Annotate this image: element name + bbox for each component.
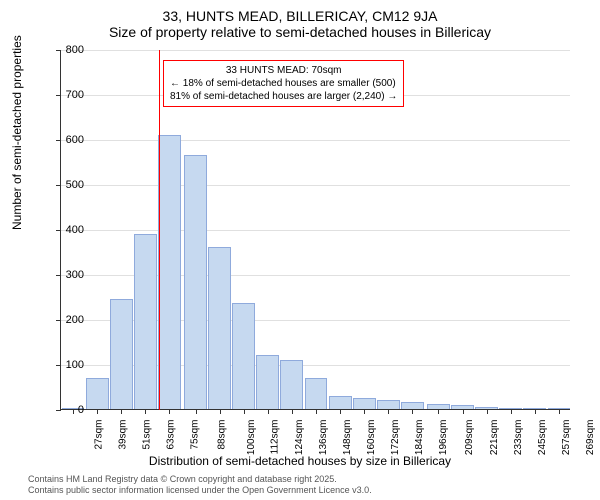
histogram-bar xyxy=(377,400,400,409)
histogram-bar xyxy=(401,402,424,409)
plot-area: 33 HUNTS MEAD: 70sqm← 18% of semi-detach… xyxy=(60,50,570,410)
xtick-mark xyxy=(220,409,221,414)
annotation-line: ← 18% of semi-detached houses are smalle… xyxy=(170,77,397,90)
histogram-bar xyxy=(256,355,279,409)
histogram-bar xyxy=(158,135,181,410)
xtick-mark xyxy=(463,409,464,414)
annotation-title: 33 HUNTS MEAD: 70sqm xyxy=(170,64,397,77)
xtick-mark xyxy=(340,409,341,414)
xtick-mark xyxy=(535,409,536,414)
xtick-label: 269sqm xyxy=(585,420,596,456)
xtick-label: 184sqm xyxy=(414,420,425,456)
ytick-label: 100 xyxy=(54,359,84,371)
footer-line1: Contains HM Land Registry data © Crown c… xyxy=(28,474,372,485)
xtick-mark xyxy=(364,409,365,414)
annotation-line: 81% of semi-detached houses are larger (… xyxy=(170,90,397,103)
xtick-label: 172sqm xyxy=(390,420,401,456)
chart-container: 33 HUNTS MEAD: 70sqm← 18% of semi-detach… xyxy=(60,50,570,410)
ytick-label: 700 xyxy=(54,89,84,101)
ytick-label: 200 xyxy=(54,314,84,326)
histogram-bar xyxy=(305,378,328,410)
histogram-bar xyxy=(86,378,109,410)
xtick-mark xyxy=(511,409,512,414)
xtick-mark xyxy=(388,409,389,414)
xtick-mark xyxy=(169,409,170,414)
property-marker-line xyxy=(159,50,160,410)
gridline xyxy=(61,140,570,141)
ytick-label: 800 xyxy=(54,44,84,56)
xtick-mark xyxy=(121,409,122,414)
xtick-label: 100sqm xyxy=(246,420,257,456)
histogram-bar xyxy=(134,234,157,410)
xtick-label: 160sqm xyxy=(366,420,377,456)
xtick-label: 88sqm xyxy=(216,420,227,450)
gridline xyxy=(61,230,570,231)
ytick-label: 500 xyxy=(54,179,84,191)
histogram-bar xyxy=(208,247,231,409)
gridline xyxy=(61,50,570,51)
histogram-bar xyxy=(184,155,207,409)
xtick-label: 148sqm xyxy=(342,420,353,456)
xtick-label: 221sqm xyxy=(489,420,500,456)
xtick-label: 196sqm xyxy=(438,420,449,456)
ytick-label: 600 xyxy=(54,134,84,146)
xtick-label: 124sqm xyxy=(294,420,305,456)
histogram-bar xyxy=(280,360,303,410)
xtick-label: 245sqm xyxy=(537,420,548,456)
histogram-bar xyxy=(329,396,352,410)
xtick-mark xyxy=(487,409,488,414)
xtick-label: 75sqm xyxy=(190,420,201,450)
ytick-label: 0 xyxy=(54,404,84,416)
xtick-label: 27sqm xyxy=(94,420,105,450)
xtick-mark xyxy=(145,409,146,414)
ytick-label: 400 xyxy=(54,224,84,236)
xtick-mark xyxy=(438,409,439,414)
title-sub: Size of property relative to semi-detach… xyxy=(0,24,600,44)
xtick-label: 39sqm xyxy=(118,420,129,450)
xtick-mark xyxy=(196,409,197,414)
xtick-label: 51sqm xyxy=(142,420,153,450)
xtick-mark xyxy=(559,409,560,414)
xtick-mark xyxy=(97,409,98,414)
xtick-mark xyxy=(292,409,293,414)
title-main: 33, HUNTS MEAD, BILLERICAY, CM12 9JA xyxy=(0,0,600,24)
y-axis-label: Number of semi-detached properties xyxy=(10,35,24,230)
histogram-bar xyxy=(353,398,376,409)
xtick-label: 233sqm xyxy=(513,420,524,456)
ytick-label: 300 xyxy=(54,269,84,281)
xtick-mark xyxy=(268,409,269,414)
xtick-label: 136sqm xyxy=(318,420,329,456)
xtick-mark xyxy=(316,409,317,414)
histogram-bar xyxy=(232,303,255,409)
xtick-mark xyxy=(244,409,245,414)
footer-line2: Contains public sector information licen… xyxy=(28,485,372,496)
histogram-bar xyxy=(110,299,133,409)
xtick-label: 209sqm xyxy=(465,420,476,456)
xtick-label: 63sqm xyxy=(166,420,177,450)
gridline xyxy=(61,185,570,186)
xtick-label: 257sqm xyxy=(561,420,572,456)
xtick-label: 112sqm xyxy=(269,420,280,455)
footer-attribution: Contains HM Land Registry data © Crown c… xyxy=(28,474,372,496)
x-axis-label: Distribution of semi-detached houses by … xyxy=(0,454,600,468)
xtick-mark xyxy=(412,409,413,414)
annotation-box: 33 HUNTS MEAD: 70sqm← 18% of semi-detach… xyxy=(163,60,404,107)
